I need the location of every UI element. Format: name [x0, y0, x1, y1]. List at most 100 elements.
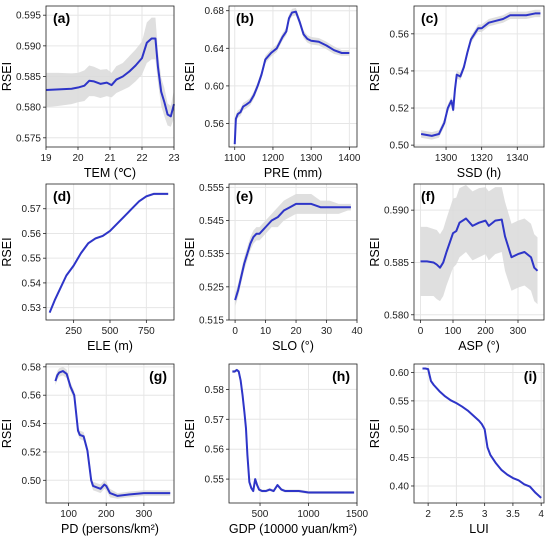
series-line: [234, 202, 351, 301]
y-tick-label: 0.56: [205, 445, 225, 456]
y-tick-label: 0.590: [384, 206, 409, 217]
x-tick-label: 20: [290, 326, 302, 337]
x-tick-label: 300: [136, 509, 153, 520]
plot-frame: [413, 183, 545, 321]
y-axis-title: RSEI: [0, 62, 14, 91]
x-tick-label: 500: [102, 326, 119, 337]
confidence-band: [232, 368, 355, 495]
series-line: [420, 12, 541, 137]
y-tick-label: 0.52: [22, 447, 42, 458]
x-tick-label: 30: [321, 326, 333, 337]
chart-panel-i: (i) 2 2.5 3 3.5 4 0.40 0.45 0.50 0.55 0.60 LUI RSEI: [368, 363, 545, 536]
y-axis-title: RSEI: [368, 419, 382, 448]
y-tick-label: 0.54: [22, 278, 42, 289]
confidence-band: [49, 192, 169, 314]
y-tick-label: 0.55: [22, 254, 42, 265]
y-tick-label: 0.57: [205, 415, 225, 426]
x-axis-title: SLO (°): [272, 339, 314, 353]
y-axis-title: RSEI: [183, 62, 197, 91]
y-tick-label: 0.590: [16, 41, 41, 52]
x-axis-title: PD (persons/km²): [61, 522, 159, 536]
y-axis-title: RSEI: [368, 237, 382, 266]
series-line: [48, 192, 169, 313]
y-tick-label: 0.55: [205, 475, 225, 486]
x-tick-label: 200: [98, 509, 115, 520]
chart-panel-d: (d) 250 500 750 0.53 0.54 0.55 0.56 0.57 ELE (m) R…: [0, 183, 175, 353]
y-tick-label: 0.56: [22, 391, 42, 402]
chart-panel-a: (a) 19 20 21 22 23 0.575 0.580 0.585 0.590 0.595 TE…: [0, 5, 180, 180]
y-axis-title: RSEI: [368, 62, 382, 91]
confidence-band: [420, 185, 538, 305]
x-tick-label: 250: [65, 326, 82, 337]
y-tick-label: 0.525: [199, 282, 224, 293]
x-axis-title: SSD (h): [457, 166, 501, 180]
x-tick-label: 10: [260, 326, 272, 337]
x-axis-title: ELE (m): [87, 339, 133, 353]
plot-frame: [45, 363, 175, 504]
y-tick-label: 0.585: [16, 72, 41, 83]
y-tick-label: 0.580: [384, 310, 409, 321]
x-tick-label: 1320: [471, 153, 494, 164]
x-tick-label: 1340: [506, 153, 529, 164]
y-tick-label: 0.57: [22, 204, 42, 215]
y-tick-label: 0.535: [199, 249, 224, 260]
x-tick-label: 40: [351, 326, 363, 337]
y-tick-label: 0.60: [205, 81, 225, 92]
series-line: [420, 217, 539, 272]
x-tick-label: 3.5: [506, 509, 520, 520]
x-tick-label: 1300: [435, 153, 458, 164]
plot-frame: [228, 5, 358, 148]
x-tick-label: 1400: [338, 153, 361, 164]
plot-frame: [228, 363, 358, 504]
x-tick-label: 1500: [346, 509, 369, 520]
x-tick-label: 0: [418, 326, 424, 337]
x-axis-title: PRE (mm): [264, 166, 322, 180]
x-tick-label: 19: [40, 153, 52, 164]
y-tick-label: 0.555: [199, 183, 224, 194]
panel-label: (b): [236, 10, 254, 26]
chart-panel-g: (g) 100 200 300 0.50 0.52 0.54 0.56 0.58 PD (pers…: [0, 362, 175, 536]
y-tick-label: 0.56: [390, 29, 410, 40]
chart-panel-e: (e) 0 10 20 30 40 0.515 0.525 0.535 0.545 0.555 SLO…: [183, 183, 363, 353]
y-tick-label: 0.55: [390, 396, 410, 407]
x-tick-label: 1300: [300, 153, 323, 164]
y-tick-label: 0.595: [16, 11, 41, 22]
y-axis-title: RSEI: [0, 237, 14, 266]
y-tick-label: 0.64: [205, 44, 225, 55]
panel-label: (h): [332, 368, 350, 384]
chart-panel-b: (b) 1100 1200 1300 1400 0.56 0.60 0.64 0.68 PRE (…: [183, 5, 361, 180]
series-line: [45, 37, 175, 118]
y-tick-label: 0.545: [199, 216, 224, 227]
x-tick-label: 23: [168, 153, 180, 164]
panel-label: (a): [53, 10, 70, 26]
y-axis-title: RSEI: [183, 419, 197, 448]
panel-label: (d): [53, 188, 71, 204]
x-tick-label: 100: [60, 509, 77, 520]
chart-panel-h: (h) 500 1000 1500 0.55 0.56 0.57 0.58 GDP (10000…: [183, 363, 369, 536]
y-tick-label: 0.58: [205, 385, 225, 396]
y-tick-label: 0.40: [390, 481, 410, 492]
x-axis-title: LUI: [469, 522, 488, 536]
plot-frame: [413, 5, 545, 148]
chart-panel-c: (c) 1300 1320 1340 0.50 0.52 0.54 0.56 SSD (h) RS…: [368, 5, 545, 180]
confidence-band: [55, 366, 171, 499]
y-tick-label: 0.60: [390, 368, 410, 379]
x-tick-label: 20: [72, 153, 84, 164]
panel-label: (c): [421, 10, 438, 26]
x-tick-label: 1000: [297, 509, 320, 520]
y-tick-label: 0.53: [22, 303, 42, 314]
y-tick-label: 0.580: [16, 103, 41, 114]
x-tick-label: 300: [510, 326, 527, 337]
x-tick-label: 2: [425, 509, 431, 520]
x-axis-title: GDP (10000 yuan/km²): [229, 522, 357, 536]
x-tick-label: 2.5: [449, 509, 463, 520]
y-tick-label: 0.68: [205, 6, 225, 17]
y-tick-label: 0.585: [384, 258, 409, 269]
panel-label: (i): [524, 368, 537, 384]
y-tick-label: 0.50: [390, 425, 410, 436]
y-tick-label: 0.54: [390, 66, 410, 77]
series-line: [422, 367, 542, 499]
y-tick-label: 0.45: [390, 453, 410, 464]
y-tick-label: 0.56: [205, 119, 225, 130]
